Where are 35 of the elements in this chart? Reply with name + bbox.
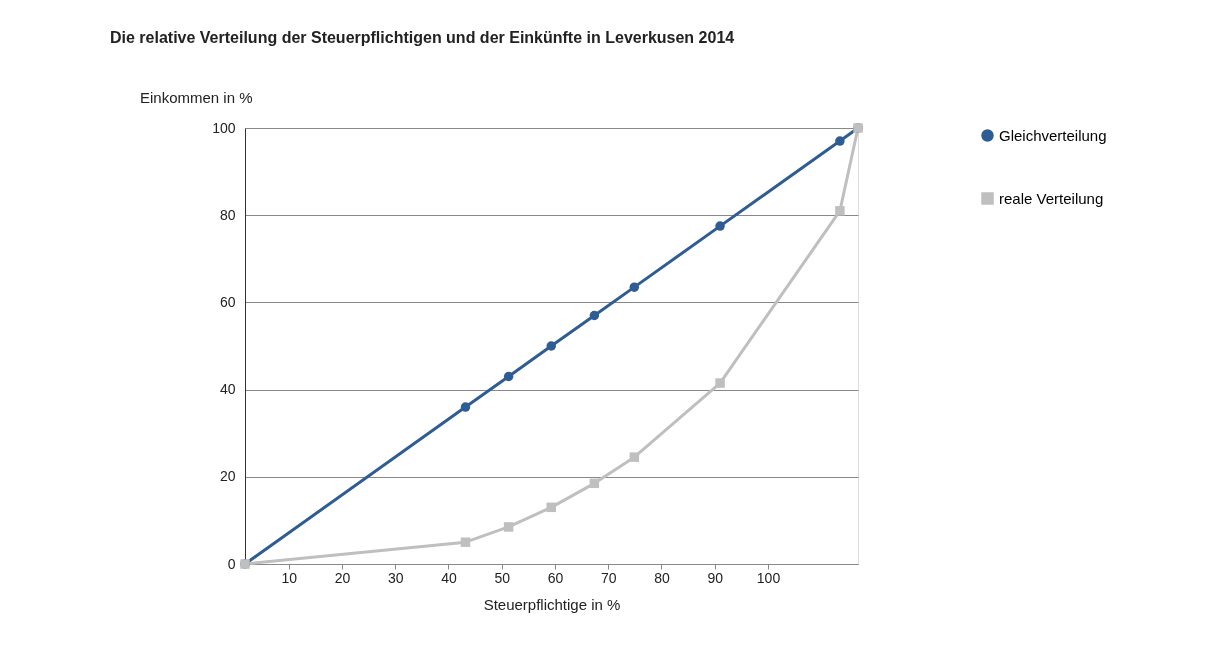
point <box>835 206 845 216</box>
x-axis-title: Steuerpflichtige in % <box>483 595 621 613</box>
x-tick-label: 100 <box>756 569 781 586</box>
point <box>589 478 600 489</box>
y-tick-label: 20 <box>219 468 236 485</box>
point <box>629 282 640 292</box>
point <box>460 402 471 412</box>
point <box>629 452 640 462</box>
x-tick-label: 80 <box>654 569 670 586</box>
point <box>503 371 514 382</box>
y-tick-label: 80 <box>219 206 236 223</box>
point <box>715 378 725 388</box>
y-tick-label: 40 <box>219 381 236 398</box>
x-tick-label: 70 <box>600 569 617 586</box>
x-tick-label: 40 <box>441 569 457 586</box>
x-tick-label: 60 <box>547 569 564 586</box>
point <box>503 522 514 532</box>
y-tick-label: 0 <box>227 555 236 572</box>
y-tick-label: 60 <box>219 293 236 310</box>
x-tick-label: 90 <box>707 569 724 586</box>
y-tick-label: 100 <box>212 119 236 136</box>
y-axis-title: Einkommen in % <box>140 89 253 106</box>
x-tick-label: 30 <box>387 569 404 586</box>
x-tick-label: 20 <box>334 569 351 586</box>
x-tick-label: 50 <box>494 569 511 586</box>
point <box>546 341 556 351</box>
x-tick-label: 10 <box>281 569 298 586</box>
point <box>715 221 725 231</box>
point <box>589 310 600 321</box>
chart-title: Die relative Verteilung der Steuerpflichtigen und der Einkünfte in Leverkusen 2014 <box>110 29 735 46</box>
legend-label: reale Verteilung <box>999 189 1104 207</box>
point <box>546 502 556 513</box>
point <box>460 537 471 547</box>
legend-label: Gleichverteilung <box>999 126 1107 144</box>
point <box>835 136 845 146</box>
